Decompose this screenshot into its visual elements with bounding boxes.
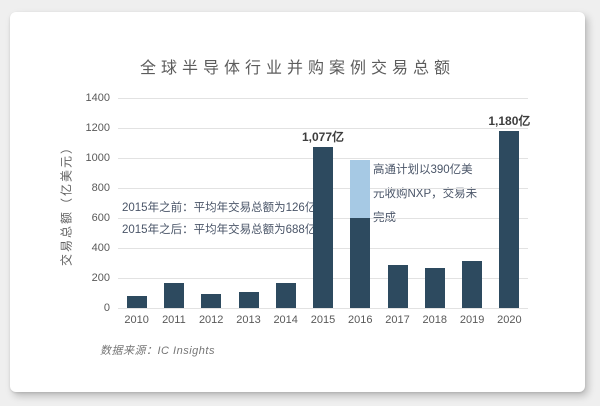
x-tick-label: 2017 (385, 314, 410, 326)
chart-card: 全球半导体行业并购案例交易总额 交易总额（亿美元） 2015年之前：平均年交易总… (10, 12, 585, 392)
y-tick-label: 1000 (85, 152, 110, 164)
bar-segment-2019 (462, 260, 483, 309)
x-tick-label: 2016 (348, 314, 373, 326)
bar-segment-2018 (424, 267, 445, 308)
y-tick-label: 1400 (85, 92, 110, 104)
y-tick-label: 800 (91, 182, 110, 194)
bar-segment-2011 (163, 282, 184, 308)
bar-segment-2016 (350, 218, 371, 308)
bar-value-label: 1,077亿 (301, 129, 345, 144)
x-tick-label: 2015 (310, 314, 336, 326)
bar-segment-2017 (387, 264, 408, 308)
grid-line (118, 308, 528, 309)
y-tick-label: 1200 (85, 122, 110, 134)
bar-segment-2010 (126, 296, 147, 308)
x-tick-label: 2014 (273, 314, 298, 326)
x-tick-label: 2019 (459, 314, 485, 326)
y-tick-label: 200 (91, 272, 110, 284)
chart-title: 全球半导体行业并购案例交易总额 (139, 60, 455, 77)
annotation-pre-2015: 2015年之前：平均年交易总额为126亿 (122, 202, 317, 214)
bar-segment-2012 (201, 293, 222, 308)
bar-segment-2013 (238, 291, 259, 308)
y-tick-label: 400 (91, 242, 110, 254)
annotation-nxp-line-1: 高通计划以390亿美 (373, 164, 473, 176)
annotation-post-2015: 2015年之后：平均年交易总额为688亿 (122, 224, 317, 236)
y-tick-label: 0 (103, 302, 110, 314)
x-tick-label: 2018 (422, 314, 448, 326)
x-tick-label: 2013 (236, 314, 261, 326)
bar-segment-2020 (499, 131, 520, 308)
y-tick-label: 600 (91, 212, 110, 224)
data-source-caption: 数据来源：IC Insights (100, 345, 215, 357)
x-tick-label: 2010 (124, 314, 149, 326)
annotation-nxp-line-2: 元收购NXP，交易未 (373, 188, 478, 200)
x-tick-label: 2012 (198, 314, 224, 326)
bar-segment-2015 (313, 146, 333, 308)
grid-line (118, 128, 528, 129)
grid-line (118, 98, 528, 99)
bar-segment-2016 (350, 159, 371, 218)
x-tick-label: 2011 (162, 314, 186, 326)
bar-value-label: 1,180亿 (488, 114, 531, 128)
average-annotation: 2015年之前：平均年交易总额为126亿 2015年之后：平均年交易总额为688… (122, 197, 316, 241)
qualcomm-nxp-annotation: 高通计划以390亿美 元收购NXP，交易未 完成 (373, 158, 477, 230)
x-tick-label: 2020 (497, 314, 522, 326)
bar-segment-2014 (275, 282, 296, 308)
